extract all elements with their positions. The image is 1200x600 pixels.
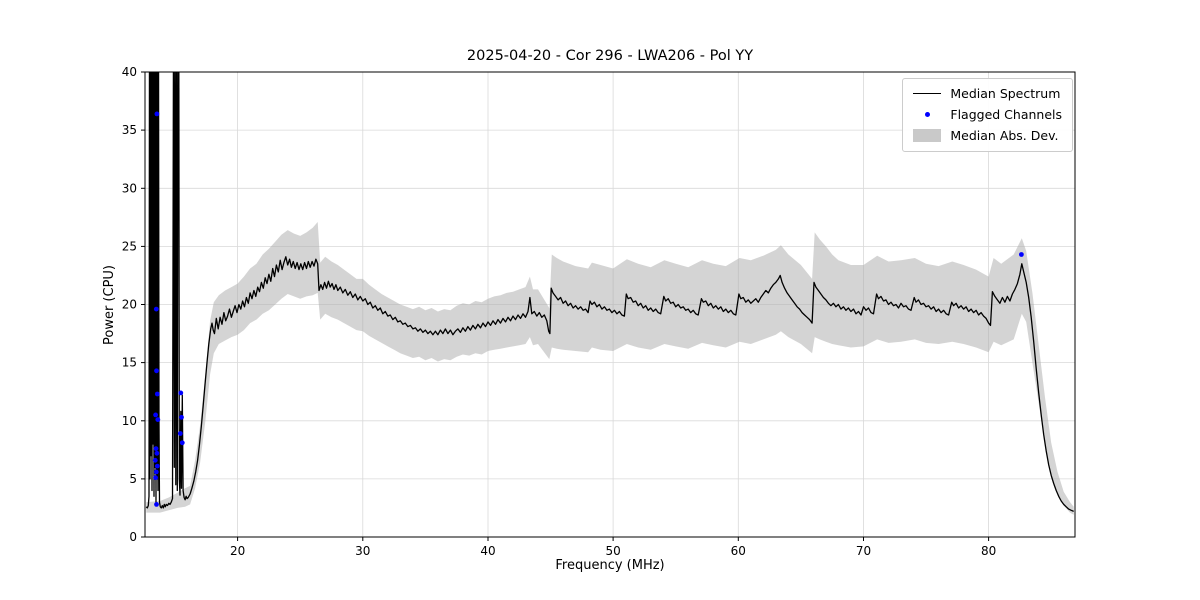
legend-label: Median Spectrum (950, 86, 1061, 101)
svg-text:15: 15 (122, 356, 137, 370)
svg-text:40: 40 (122, 65, 137, 79)
svg-text:50: 50 (605, 544, 620, 558)
svg-text:35: 35 (122, 123, 137, 137)
svg-text:0: 0 (129, 530, 137, 544)
svg-text:20: 20 (230, 544, 245, 558)
svg-text:20: 20 (122, 298, 137, 312)
svg-text:40: 40 (480, 544, 495, 558)
chart-title: 2025-04-20 - Cor 296 - LWA206 - Pol YY (466, 48, 754, 64)
line-swatch-icon (913, 93, 942, 94)
legend-label: Flagged Channels (950, 107, 1062, 122)
legend-label: Median Abs. Dev. (950, 128, 1059, 143)
svg-text:5: 5 (129, 472, 137, 486)
svg-text:80: 80 (981, 544, 996, 558)
svg-text:25: 25 (122, 239, 137, 253)
svg-text:30: 30 (122, 181, 137, 195)
patch-swatch-icon (913, 129, 942, 142)
svg-text:70: 70 (856, 544, 871, 558)
svg-text:30: 30 (355, 544, 370, 558)
x-axis-label: Frequency (MHz) (555, 558, 665, 573)
legend-item-median-abs-dev: Median Abs. Dev. (913, 128, 1062, 143)
svg-text:10: 10 (122, 414, 137, 428)
marker-swatch-icon (913, 112, 941, 117)
y-axis-label: Power (CPU) (102, 265, 117, 346)
legend-item-median-spectrum: Median Spectrum (913, 86, 1062, 101)
svg-text:60: 60 (731, 544, 746, 558)
legend: Median Spectrum Flagged Channels Median … (902, 78, 1073, 152)
legend-item-flagged-channels: Flagged Channels (913, 107, 1062, 122)
